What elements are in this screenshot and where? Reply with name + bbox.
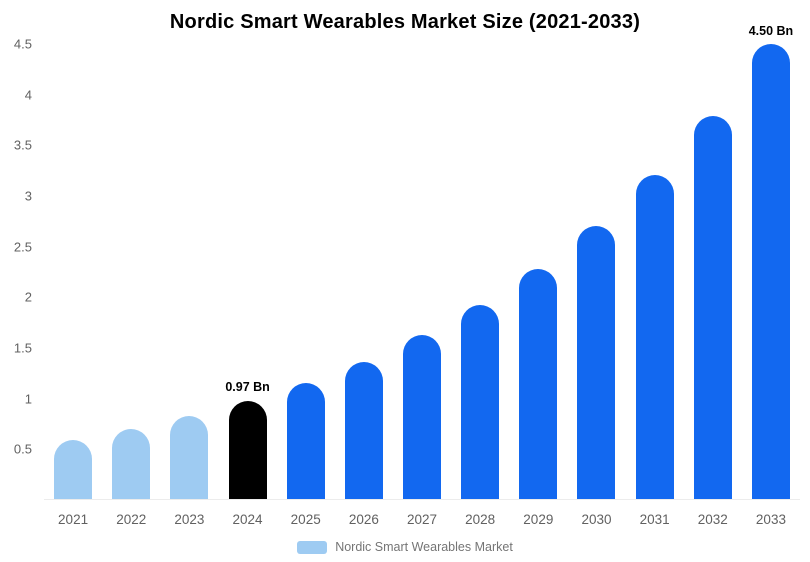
- legend-swatch: [297, 540, 328, 554]
- data-label-2024: 0.97 Bn: [225, 380, 270, 395]
- bar-2033[interactable]: [751, 44, 790, 499]
- x-label-2021: 2021: [58, 512, 89, 527]
- bar-2031[interactable]: [635, 175, 674, 499]
- bar-slot-2026: [335, 44, 393, 499]
- bar-2021[interactable]: [54, 440, 93, 499]
- bar-2022[interactable]: [112, 429, 151, 499]
- bar-slot-2027: [393, 44, 451, 499]
- y-tick-label-1: 1: [24, 391, 32, 407]
- x-label-2022: 2022: [116, 512, 147, 527]
- y-tick-label-4: 4: [24, 87, 32, 103]
- x-label-2024: 2024: [232, 512, 263, 527]
- bar-slot-2021: [44, 44, 102, 499]
- chart-title: Nordic Smart Wearables Market Size (2021…: [169, 11, 641, 33]
- x-label-2033: 2033: [755, 512, 786, 527]
- y-tick-label-3: 3: [24, 188, 32, 204]
- x-label-2032: 2032: [697, 512, 728, 527]
- bar-slot-2024: 0.97 Bn: [218, 44, 276, 499]
- bar-2028[interactable]: [461, 304, 500, 499]
- bar-slot-2031: [626, 44, 684, 499]
- x-label-2026: 2026: [348, 512, 379, 527]
- plot-area: 0.97 Bn 4.50 Bn: [44, 24, 800, 500]
- y-tick-label-0.5: 0.5: [13, 441, 32, 457]
- y-tick-label-3.5: 3.5: [13, 137, 32, 153]
- bar-slot-2030: [567, 44, 625, 499]
- bar-slot-2032: [684, 44, 742, 499]
- bar-slot-2029: [509, 44, 567, 499]
- bar-slot-2022: [102, 44, 160, 499]
- bar-2024[interactable]: [228, 400, 267, 499]
- bar-2030[interactable]: [577, 226, 616, 499]
- x-label-2028: 2028: [465, 512, 496, 527]
- x-axis: 2021 2022 2023 2024 2025 2026 2027 2028 2029 2030…: [44, 512, 800, 532]
- bar-2027[interactable]: [403, 335, 442, 499]
- bar-2032[interactable]: [693, 115, 732, 499]
- bar-slot-2023: [160, 44, 218, 499]
- x-label-2029: 2029: [523, 512, 554, 527]
- x-label-2030: 2030: [581, 512, 612, 527]
- x-label-2025: 2025: [290, 512, 321, 527]
- legend-label: Nordic Smart Wearables Market: [335, 540, 513, 554]
- x-label-2023: 2023: [174, 512, 205, 527]
- x-label-2031: 2031: [639, 512, 670, 527]
- y-tick-label-2: 2: [24, 289, 32, 305]
- bar-2026[interactable]: [344, 361, 383, 499]
- x-label-2027: 2027: [406, 512, 438, 527]
- data-label-2033: 4.50 Bn: [748, 23, 794, 38]
- bar-2025[interactable]: [286, 382, 325, 499]
- bar-slot-2028: [451, 44, 509, 499]
- y-tick-label-2.5: 2.5: [13, 239, 32, 255]
- bar-slot-2025: [277, 44, 335, 499]
- bar-2023[interactable]: [170, 416, 209, 499]
- y-tick-label-1.5: 1.5: [13, 340, 32, 356]
- y-tick-label-4.5: 4.5: [13, 36, 32, 52]
- bar-2029[interactable]: [519, 269, 558, 499]
- legend-item[interactable]: Nordic Smart Wearables Market: [297, 540, 513, 554]
- bar-slot-2033: 4.50 Bn: [742, 24, 800, 499]
- legend: Nordic Smart Wearables Market: [0, 536, 810, 558]
- y-axis: 0.5 1 1.5 2 2.5 3 3.5 4 4.5: [0, 38, 38, 500]
